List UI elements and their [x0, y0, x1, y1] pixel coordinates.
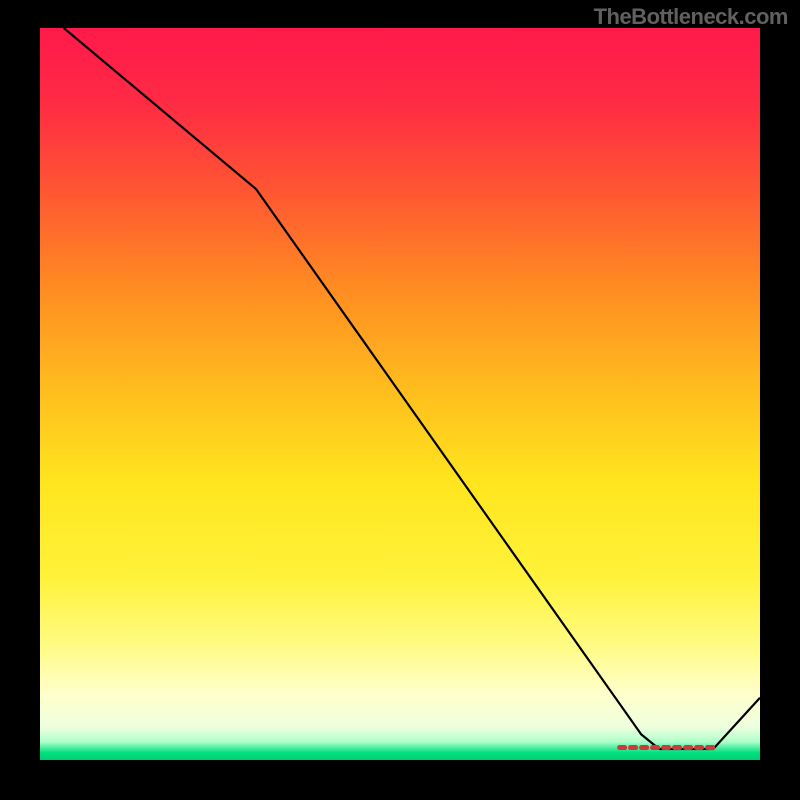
chart-canvas: TheBottleneck.com [0, 0, 800, 800]
watermark-text: TheBottleneck.com [594, 4, 788, 30]
plot-area [40, 28, 760, 760]
plot-svg [40, 28, 760, 760]
